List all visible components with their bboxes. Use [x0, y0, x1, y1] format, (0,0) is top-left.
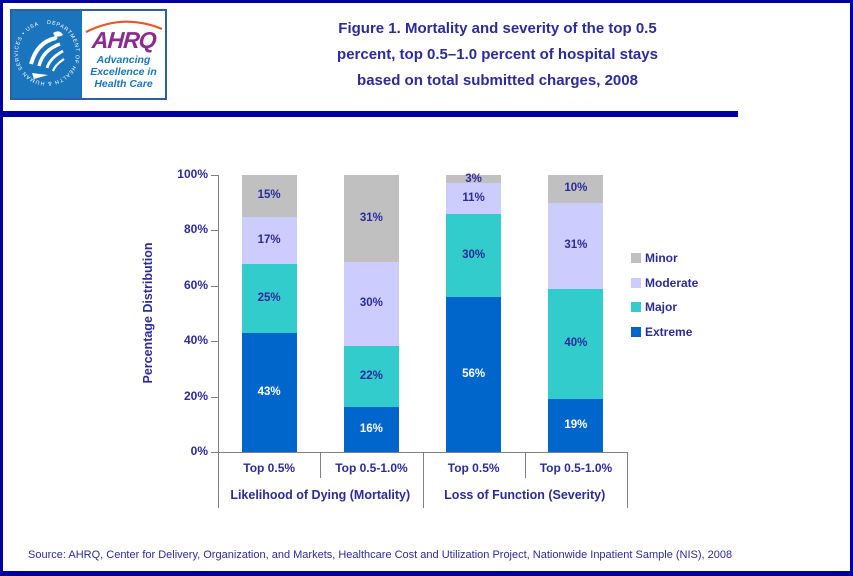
y-tick-mark [211, 396, 218, 398]
legend-swatch [631, 326, 641, 337]
category-label: Top 0.5% [243, 461, 296, 475]
y-tick-mark [211, 341, 218, 343]
y-tick-label: 20% [183, 388, 208, 403]
bar-segment-moderate: 11% [446, 183, 502, 214]
segment-value-label: 22% [359, 369, 383, 382]
y-tick-mark [211, 452, 218, 453]
bar-segment-moderate: 31% [548, 202, 604, 289]
segment-value-label: 17% [257, 233, 281, 246]
bar: 31% 30% 22% 16% [343, 175, 399, 452]
header-divider [3, 111, 738, 117]
y-axis-line [218, 175, 219, 452]
category-label: Top 0.5-1.0% [539, 461, 613, 475]
segment-value-label: 31% [564, 239, 588, 252]
figure-title: Figure 1. Mortality and severity of the … [337, 20, 658, 89]
ahrq-logo: DEPARTMENT OF HEALTH & HUMAN SERVICES • … [10, 9, 167, 100]
bar-segment-major: 40% [548, 288, 604, 400]
legend-item-major: Major [631, 300, 678, 314]
segment-value-label: 25% [257, 291, 281, 304]
ahrq-wordmark-block: AHRQ Advancing Excellence in Health Care [82, 11, 165, 98]
bar-segment-major: 25% [241, 263, 297, 333]
y-tick-label: 0% [190, 444, 208, 458]
category-axis-tick [627, 452, 628, 508]
bar: 3% 11% 30% 56% [446, 172, 502, 452]
segment-value-label: 31% [359, 211, 383, 224]
bar-segment-extreme: 16% [343, 407, 399, 452]
legend-label: Minor [645, 251, 678, 265]
y-tick-label: 40% [183, 333, 208, 348]
category-axis-tick [422, 452, 424, 508]
category-label: Top 0.5-1.0% [335, 461, 408, 475]
category-axis-tick [218, 452, 219, 508]
y-tick-label: 100% [177, 167, 208, 181]
y-tick-mark [211, 285, 218, 287]
group-label: Loss of Function (Severity) [444, 488, 606, 502]
legend-item-moderate: Moderate [631, 275, 699, 290]
hhs-seal: DEPARTMENT OF HEALTH & HUMAN SERVICES • … [12, 11, 82, 98]
segment-value-label: 19% [564, 419, 588, 432]
segment-value-label: 40% [564, 337, 588, 350]
group-label: Likelihood of Dying (Mortality) [230, 488, 411, 502]
segment-value-label: 43% [257, 385, 281, 398]
bar-segment-extreme: 19% [548, 399, 604, 452]
category-axis-tick [320, 452, 322, 478]
bar-segment-major: 30% [446, 213, 502, 297]
segment-value-label: 3% [465, 172, 482, 185]
hhs-eagle-icon: DEPARTMENT OF HEALTH & HUMAN SERVICES • … [14, 20, 79, 86]
segment-value-label: 15% [257, 189, 281, 202]
segment-value-label: 16% [359, 423, 383, 436]
bar-segment-extreme: 43% [241, 332, 297, 452]
bar-segment-extreme: 56% [446, 296, 502, 452]
category-label: Top 0.5% [447, 461, 500, 475]
bar-segment-minor: 15% [241, 175, 297, 217]
y-tick-label: 80% [183, 222, 208, 237]
legend-label: Extreme [645, 324, 693, 339]
legend-swatch [631, 277, 641, 288]
bar-segment-minor: 3% [446, 172, 502, 185]
legend-swatch [631, 253, 641, 263]
ahrq-arc-icon [85, 20, 162, 33]
segment-value-label: 30% [462, 248, 486, 261]
legend-item-extreme: Extreme [631, 324, 693, 339]
bar-segment-minor: 10% [548, 175, 604, 203]
category-axis-tick [524, 452, 526, 478]
y-tick-mark [211, 175, 218, 176]
bar: 15% 17% 25% 43% [241, 175, 297, 452]
legend-label: Moderate [645, 275, 699, 290]
y-tick-mark [211, 230, 218, 232]
source-note: Source: AHRQ, Center for Delivery, Organ… [28, 549, 733, 561]
segment-value-label: 56% [462, 367, 486, 380]
legend-label: Major [645, 300, 678, 314]
segment-value-label: 11% [462, 192, 485, 205]
segment-value-label: 30% [359, 297, 383, 310]
bar-segment-major: 22% [343, 345, 399, 408]
segment-value-label: 10% [564, 182, 588, 195]
legend-item-minor: Minor [631, 251, 678, 265]
y-tick-label: 60% [183, 277, 208, 292]
ahrq-tagline: Advancing Excellence in Health Care [90, 54, 157, 90]
bar-segment-minor: 31% [343, 175, 399, 262]
legend-swatch [631, 302, 641, 312]
bar-segment-moderate: 30% [343, 261, 399, 346]
y-axis-title: Percentage Distribution [141, 242, 155, 384]
bar: 10% 31% 40% 19% [548, 175, 604, 452]
bar-segment-moderate: 17% [241, 216, 297, 264]
